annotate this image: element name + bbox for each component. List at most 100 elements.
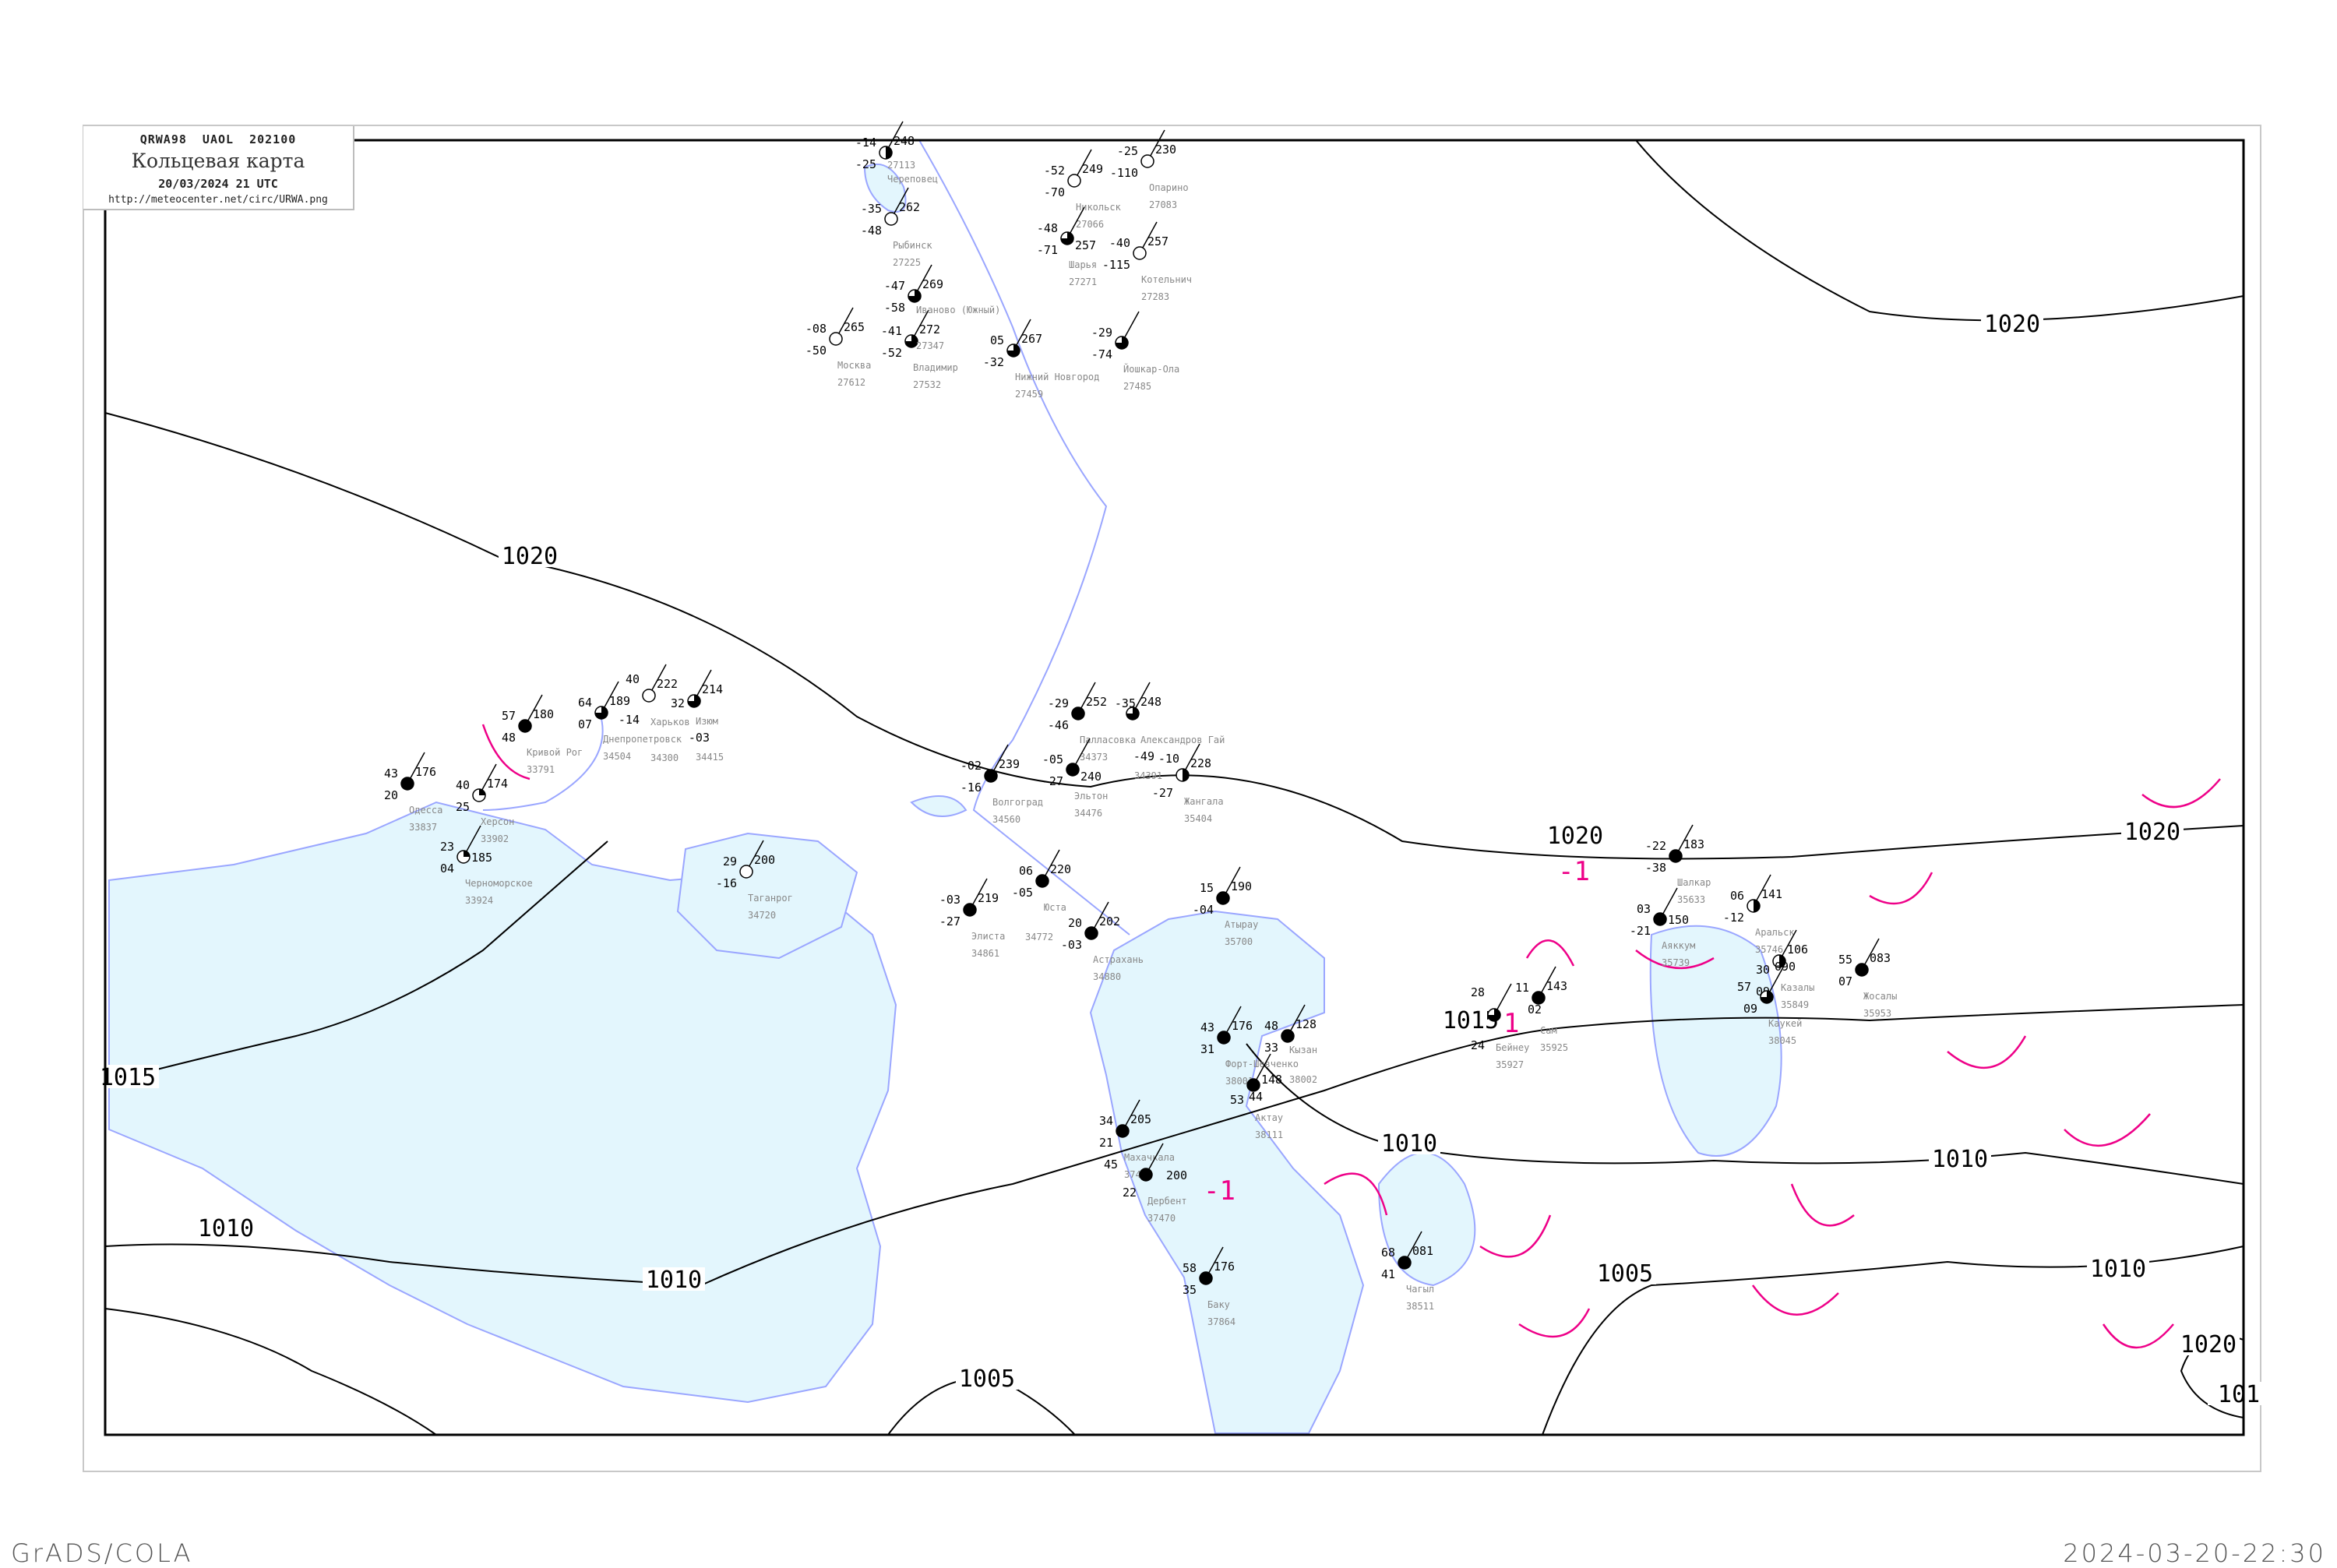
station-34476[interactable]: -05 240 -27 Эльтон 34476 xyxy=(1042,738,1108,819)
temperature: -29 xyxy=(1048,696,1069,710)
cloud-cover-fill xyxy=(1200,1272,1212,1284)
cloud-cover-icon xyxy=(1140,154,1154,168)
cloud-cover-icon xyxy=(1133,246,1147,260)
station-37470[interactable]: 45 200 22 Дербент 37470 xyxy=(1104,1143,1187,1224)
pressure: 128 xyxy=(1295,1017,1317,1031)
station-35746[interactable]: 06 141 -12 Аральск 35746 xyxy=(1723,874,1795,955)
station-35633[interactable]: -22 183 -38 Шалкар 35633 xyxy=(1645,824,1711,905)
station-35739[interactable]: 03 150 -21 Аяккум 35739 xyxy=(1630,887,1695,968)
temperature: -08 xyxy=(805,322,827,336)
pressure: 272 xyxy=(919,322,940,337)
station-name: Астрахань xyxy=(1093,954,1144,965)
station-34373[interactable]: -29 252 -46 Палласовка 34373 xyxy=(1048,682,1136,763)
station-38002[interactable]: 48 128 33 Кызан 38002 xyxy=(1264,1004,1317,1085)
station-27459[interactable]: 05 267 -32 Нижний Новгород 27459 xyxy=(983,319,1099,400)
pressure: 176 xyxy=(1232,1019,1253,1033)
station-38001[interactable]: 43 176 31 Форт-Шевченко 38001 xyxy=(1200,1006,1299,1087)
dew-point: -21 xyxy=(1630,924,1651,938)
station-id: 38001 xyxy=(1225,1076,1253,1087)
station-id: 34476 xyxy=(1074,808,1102,819)
isallobar-label: 1 xyxy=(1503,1008,1519,1039)
station-38045[interactable]: 57 090 09 Каукей 38045 xyxy=(1737,960,1802,1046)
cloud-cover-fill xyxy=(401,777,414,790)
station-name: Аральск xyxy=(1755,927,1795,938)
cloud-cover-fill xyxy=(1488,1009,1500,1021)
map-outer-frame xyxy=(83,125,2261,1472)
station-27612[interactable]: -08 265 -50 Москва 27612 xyxy=(805,307,871,388)
temperature: 32 xyxy=(671,696,685,710)
station-35953[interactable]: 55 083 07 Жосалы 35953 xyxy=(1838,938,1897,1019)
temperature: -41 xyxy=(881,324,902,338)
station-name: Аяккум xyxy=(1662,940,1695,951)
station-33791[interactable]: 57 180 48 Кривой Рог 33791 xyxy=(502,694,583,775)
station-35404[interactable]: -10 228 -27 Жангала 35404 xyxy=(1152,743,1224,824)
isallobar-line xyxy=(1525,939,1575,967)
station-27271[interactable]: -48 257 -71 Шарья 27271 xyxy=(1037,206,1097,287)
station-34720[interactable]: 29 200 -16 Таганрог 34720 xyxy=(716,840,793,921)
station-34391[interactable]: -35 248 -49 Александров Гай 34391 xyxy=(1115,682,1225,781)
station-27066[interactable]: -52 249 -70 Никольск 27066 xyxy=(1044,149,1122,230)
volga-river xyxy=(918,139,1130,936)
station-27532[interactable]: -41 272 -52 Владимир 27532 xyxy=(881,309,958,390)
station-id: 27066 xyxy=(1076,219,1104,230)
pressure: 230 xyxy=(1155,143,1176,157)
station-35849[interactable]: 3010609Казалы35849 xyxy=(1756,929,1814,1010)
dew-point: -05 xyxy=(1012,886,1033,900)
station-33837[interactable]: 43 176 20 Одесса 33837 xyxy=(384,752,442,833)
station-34880[interactable]: 20 202 -03 Астрахань 34880 xyxy=(1061,901,1144,982)
isallobar-line xyxy=(1518,1308,1591,1338)
station-35700[interactable]: 15 190 -04 Атырау 35700 xyxy=(1193,866,1258,947)
station-name: Котельнич xyxy=(1141,274,1192,285)
dew-point: 04 xyxy=(440,862,454,876)
station-name: Волгоград xyxy=(992,797,1043,808)
dew-point: -03 xyxy=(689,731,710,745)
rybinsk-reservoir xyxy=(863,164,907,213)
source-url[interactable]: http://meteocenter.net/circ/URWA.png xyxy=(108,194,328,206)
station-37864[interactable]: 58 176 35 Баку 37864 xyxy=(1183,1246,1235,1327)
pressure: 200 xyxy=(1166,1168,1187,1182)
temperature: -35 xyxy=(861,202,882,216)
pressure: 265 xyxy=(844,320,865,334)
station-34560[interactable]: -02 239 -16 Волгоград 34560 xyxy=(961,744,1043,825)
temperature: 03 xyxy=(1637,902,1651,916)
temperature: 68 xyxy=(1381,1246,1395,1260)
isobar-label-bg xyxy=(643,1267,705,1291)
station-38111[interactable]: 53 148 44 Актау 38111 xyxy=(1230,1053,1283,1140)
dew-point: -25 xyxy=(855,157,876,171)
dew-point: 44 xyxy=(1249,1090,1263,1104)
station-27347[interactable]: -47 269 -58 Иваново (Южный) 27347 xyxy=(884,264,1000,351)
station-27225[interactable]: -35 262 -48 Рыбинск 27225 xyxy=(861,187,932,268)
station-34300[interactable]: 40 222 -14 Харьков 34300 xyxy=(619,664,690,763)
station-35925[interactable]: 11 143 02 Сам 35925 xyxy=(1515,966,1568,1053)
isobar-label-bg xyxy=(2177,1332,2240,1355)
station-id: 27459 xyxy=(1015,389,1043,400)
station-name: Кривой Рог xyxy=(527,747,583,758)
temperature: 58 xyxy=(1183,1261,1197,1275)
station-27083[interactable]: -25 230 -110 Опарино 27083 xyxy=(1110,129,1189,210)
station-33924[interactable]: 23 185 04 Черноморское 33924 xyxy=(440,825,533,906)
pressure: 205 xyxy=(1130,1112,1151,1126)
station-34861[interactable]: -03 219 -27 Элиста 34861 xyxy=(939,878,1005,959)
station-27485[interactable]: -29 -74 Йошкар-Ола 27485 xyxy=(1091,311,1179,392)
station-27283[interactable]: -40 257 -115 Котельнич 27283 xyxy=(1102,221,1192,302)
pressure: 222 xyxy=(657,677,678,691)
station-name: Чагыл xyxy=(1406,1284,1434,1295)
station-34415[interactable]: 32 214 -03 Изюм 34415 xyxy=(671,669,724,763)
station-38511[interactable]: 68 081 41 Чагыл 38511 xyxy=(1381,1231,1434,1312)
station-id: 35746 xyxy=(1755,944,1783,955)
station-name: Сам xyxy=(1540,1025,1557,1036)
temperature: -29 xyxy=(1091,326,1112,340)
isobar-label: 1005 xyxy=(959,1365,1015,1393)
isobar-label: 1020 xyxy=(2180,1331,2237,1358)
isallobar-line xyxy=(1869,872,1933,905)
cloud-cover-icon xyxy=(829,332,843,346)
station-34504[interactable]: 64 189 07 Днепропетровск 34504 xyxy=(578,681,682,762)
station-34772[interactable]: 06 220 -05 Юста 34772 xyxy=(1012,849,1071,943)
station-35927[interactable]: 28 24 Бейнеу 35927 xyxy=(1471,983,1529,1070)
cloud-cover-fill xyxy=(905,335,918,347)
pressure: 214 xyxy=(702,682,723,696)
cloud-cover-fill xyxy=(1183,769,1189,781)
station-plots: 57 180 48 Кривой Рог 33791 43 176 20 Одесса 33837… xyxy=(384,121,1897,1327)
station-33902[interactable]: 40 174 25 Херсон 33902 xyxy=(456,763,514,844)
